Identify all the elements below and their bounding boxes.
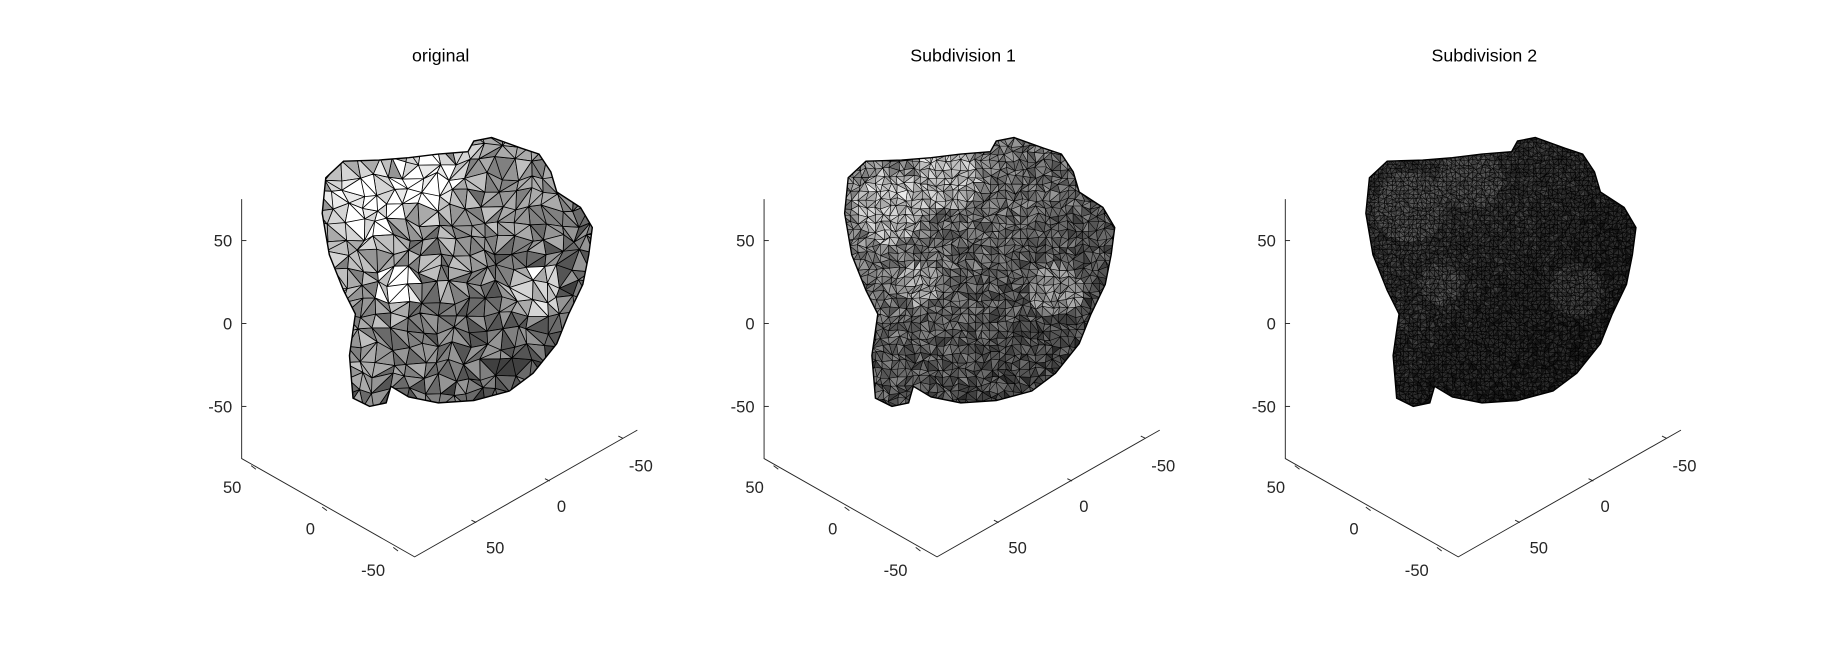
- x-tick-label: 0: [1349, 519, 1358, 538]
- x-tick-mark: [321, 506, 328, 512]
- y-tick-mark: [1661, 435, 1667, 439]
- y-tick-label: 0: [557, 497, 566, 516]
- x-tick-label: 50: [223, 478, 241, 497]
- y-tick-label: -50: [1673, 457, 1697, 476]
- x-tick-mark: [773, 465, 779, 470]
- mesh-outline: [843, 136, 1116, 408]
- x-tick-label: -50: [1405, 561, 1429, 580]
- axis-lines: [241, 199, 638, 558]
- subplot-1: original 50 0 -50 50 0 -50 50 0 -50: [208, 46, 653, 580]
- y-tick-label: 50: [1530, 538, 1548, 557]
- y-tick-mark: [471, 519, 477, 523]
- x-tick-mark: [844, 506, 850, 512]
- z-tick-label: -50: [731, 397, 755, 416]
- mesh-surface: [322, 137, 593, 407]
- y-tick-label: 0: [1601, 497, 1610, 516]
- mesh-outline: [321, 136, 594, 408]
- mesh-surface: [1365, 137, 1636, 407]
- y-tick-label: 0: [1079, 497, 1088, 516]
- z-tick-label: 0: [1267, 314, 1276, 333]
- z-tick-label: 50: [736, 232, 754, 251]
- x-tick-mark: [1365, 506, 1371, 512]
- z-tick-label: 50: [214, 232, 232, 251]
- x-tick-label: -50: [361, 561, 385, 580]
- y-tick-mark: [1588, 478, 1594, 482]
- z-tick-label: -50: [208, 397, 232, 416]
- subplot-3: Subdivision 2 50 0 -50 50 0 -50 50 0 -50: [1252, 46, 1697, 580]
- y-tick-label: 50: [1008, 538, 1026, 557]
- subplot-2: Subdivision 1 50 0 -50 50 0 -50 50 0 -50: [731, 46, 1176, 580]
- mesh-outline: [1365, 136, 1637, 408]
- y-tick-label: -50: [629, 457, 653, 476]
- z-tick-label: 0: [223, 314, 232, 333]
- x-tick-label: 0: [828, 519, 837, 538]
- axis-lines: [763, 199, 1160, 558]
- z-tick-label: 0: [745, 314, 754, 333]
- y-tick-label: 50: [486, 538, 504, 557]
- mesh-surface: [844, 137, 1115, 407]
- y-tick-mark: [1067, 478, 1073, 482]
- y-tick-mark: [618, 435, 624, 439]
- y-tick-mark: [1140, 435, 1146, 439]
- x-tick-mark: [393, 547, 399, 552]
- y-tick-mark: [993, 519, 999, 523]
- x-tick-label: 50: [1267, 478, 1285, 497]
- x-tick-label: 50: [745, 478, 763, 497]
- z-tick-label: -50: [1252, 397, 1276, 416]
- x-tick-mark: [250, 465, 257, 470]
- subplot-title: Subdivision 2: [1432, 46, 1538, 66]
- y-tick-label: -50: [1151, 457, 1175, 476]
- x-tick-mark: [1436, 547, 1442, 552]
- y-tick-mark: [1514, 519, 1521, 523]
- x-tick-label: 0: [306, 519, 315, 538]
- axis-lines: [1284, 199, 1682, 558]
- z-tick-label: 50: [1257, 232, 1275, 251]
- y-tick-mark: [544, 478, 550, 482]
- x-tick-mark: [1294, 465, 1300, 470]
- subplot-title: original: [412, 46, 469, 66]
- subplot-title: Subdivision 1: [910, 46, 1016, 66]
- x-tick-mark: [915, 547, 921, 552]
- x-tick-label: -50: [884, 561, 908, 580]
